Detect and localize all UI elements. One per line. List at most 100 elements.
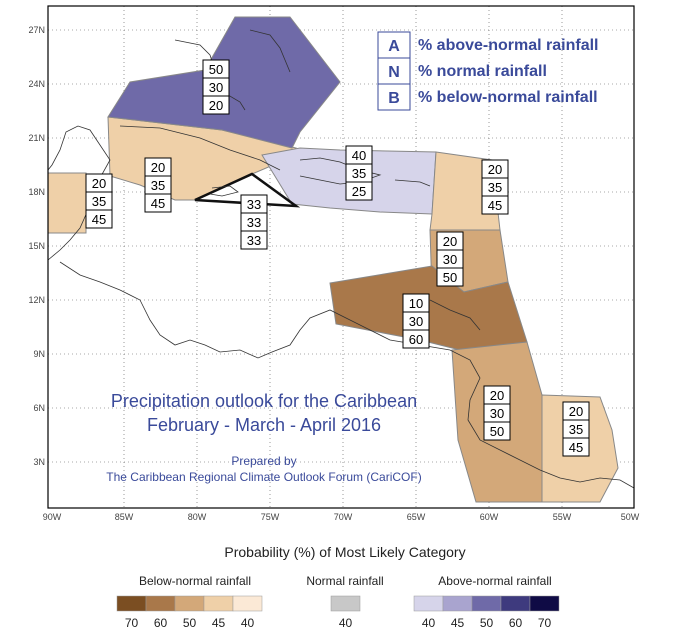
probability-value: 45 xyxy=(92,212,106,227)
lon-label: 75W xyxy=(261,512,280,522)
legend-swatch-above xyxy=(413,595,444,612)
lat-label: 3N xyxy=(33,457,45,467)
probability-value: 50 xyxy=(443,270,457,285)
key-text-normal: % normal rainfall xyxy=(418,63,547,80)
legend-swatch-below xyxy=(174,595,205,612)
legend-swatch-above xyxy=(442,595,473,612)
probability-boxes: 50 30 20 20 35 45 20 35 45 33 33 33 40 35 25 20 35 45 20 30… xyxy=(85,59,590,457)
probability-value: 40 xyxy=(352,148,366,163)
map-title: Precipitation outlook for the Caribbean xyxy=(111,391,417,411)
probability-cell xyxy=(202,95,230,115)
legend-swatch-above xyxy=(529,595,560,612)
probability-cell xyxy=(402,329,430,349)
legend-swatch-below xyxy=(232,595,263,612)
coastlines xyxy=(47,29,635,489)
lon-label: 55W xyxy=(553,512,572,522)
probability-value: 50 xyxy=(209,62,223,77)
probability-value: 30 xyxy=(409,314,423,329)
legend-swatch-above xyxy=(500,595,531,612)
lat-label: 15N xyxy=(28,241,45,251)
legend-value-above: 45 xyxy=(451,616,465,630)
legend-normal-label: Normal rainfall xyxy=(306,574,383,588)
probability-box-guyana-suriname: 20 30 50 xyxy=(483,385,511,441)
probability-value: 50 xyxy=(490,424,504,439)
probability-value: 30 xyxy=(209,80,223,95)
probability-value: 30 xyxy=(443,252,457,267)
probability-value: 35 xyxy=(151,178,165,193)
probability-box-cuba: 20 35 45 xyxy=(144,157,172,213)
probability-value: 35 xyxy=(352,166,366,181)
lat-label: 21N xyxy=(28,133,45,143)
key-letter-b: B xyxy=(388,90,400,107)
probability-box-windward-islands: 20 30 50 xyxy=(436,231,464,287)
key-box-b xyxy=(377,83,411,111)
legend-value-normal: 40 xyxy=(339,616,353,630)
legend-swatch-below xyxy=(116,595,147,612)
lat-label: 12N xyxy=(28,295,45,305)
probability-box-abc-trinidad: 10 30 60 xyxy=(402,293,430,349)
key-box-a xyxy=(377,31,411,59)
legend-value-below: 40 xyxy=(241,616,255,630)
probability-value: 45 xyxy=(488,198,502,213)
probability-value: 20 xyxy=(92,176,106,191)
probability-value: 35 xyxy=(488,180,502,195)
lon-label: 50W xyxy=(621,512,640,522)
probability-box-leeward-islands: 20 35 45 xyxy=(481,159,509,215)
map-subtitle: February - March - April 2016 xyxy=(147,415,381,435)
probability-cell xyxy=(481,195,509,215)
probability-value: 20 xyxy=(443,234,457,249)
probability-box-french-guiana: 20 35 45 xyxy=(562,401,590,457)
lat-label: 18N xyxy=(28,187,45,197)
probability-value: 60 xyxy=(409,332,423,347)
legend-value-above: 70 xyxy=(538,616,552,630)
lon-label: 70W xyxy=(334,512,353,522)
legend-value-below: 60 xyxy=(154,616,168,630)
probability-box-hispaniola-pr: 40 35 25 xyxy=(345,145,373,201)
legend-value-above: 60 xyxy=(509,616,523,630)
legend-value-below: 50 xyxy=(183,616,197,630)
legend-swatch-above xyxy=(471,595,502,612)
key-box-n xyxy=(377,57,411,85)
probability-value: 20 xyxy=(209,98,223,113)
probability-cell xyxy=(436,267,464,287)
probability-cell xyxy=(483,421,511,441)
probability-value: 25 xyxy=(352,184,366,199)
probability-cell xyxy=(345,181,373,201)
legend-value-below: 70 xyxy=(125,616,139,630)
probability-value: 33 xyxy=(247,233,261,248)
probability-cell xyxy=(85,209,113,229)
legend-value-below: 45 xyxy=(212,616,226,630)
lat-label: 6N xyxy=(33,403,45,413)
legend-above-label: Above-normal rainfall xyxy=(438,574,551,588)
probability-value: 35 xyxy=(92,194,106,209)
probability-value: 35 xyxy=(569,422,583,437)
probability-box-belize: 20 35 45 xyxy=(85,173,113,229)
probability-box-jamaica: 33 33 33 xyxy=(240,194,268,250)
key-letter-n: N xyxy=(388,64,400,81)
probability-value: 45 xyxy=(569,440,583,455)
probability-cell xyxy=(562,437,590,457)
lat-label: 27N xyxy=(28,25,45,35)
longitude-labels: 90W 85W 80W 75W 70W 65W 60W 55W 50W xyxy=(43,512,640,522)
probability-cell xyxy=(144,193,172,213)
zone-belize xyxy=(47,172,87,234)
probability-value: 20 xyxy=(490,388,504,403)
lon-label: 80W xyxy=(188,512,207,522)
lon-label: 90W xyxy=(43,512,62,522)
probability-value: 20 xyxy=(488,162,502,177)
probability-value: 10 xyxy=(409,296,423,311)
lat-label: 24N xyxy=(28,79,45,89)
category-key: A N B % above-normal rainfall % normal r… xyxy=(377,31,599,111)
lon-label: 60W xyxy=(480,512,499,522)
legend-title: Probability (%) of Most Likely Category xyxy=(224,544,465,560)
probability-value: 30 xyxy=(490,406,504,421)
probability-box-bahamas: 50 30 20 xyxy=(202,59,230,115)
key-text-above: % above-normal rainfall xyxy=(418,37,599,54)
legend: Probability (%) of Most Likely Category … xyxy=(116,544,560,630)
latitude-labels: 27N 24N 21N 18N 15N 12N 9N 6N 3N xyxy=(28,25,45,467)
probability-value: 20 xyxy=(569,404,583,419)
legend-below-label: Below-normal rainfall xyxy=(139,574,251,588)
probability-value: 45 xyxy=(151,196,165,211)
probability-value: 33 xyxy=(247,197,261,212)
